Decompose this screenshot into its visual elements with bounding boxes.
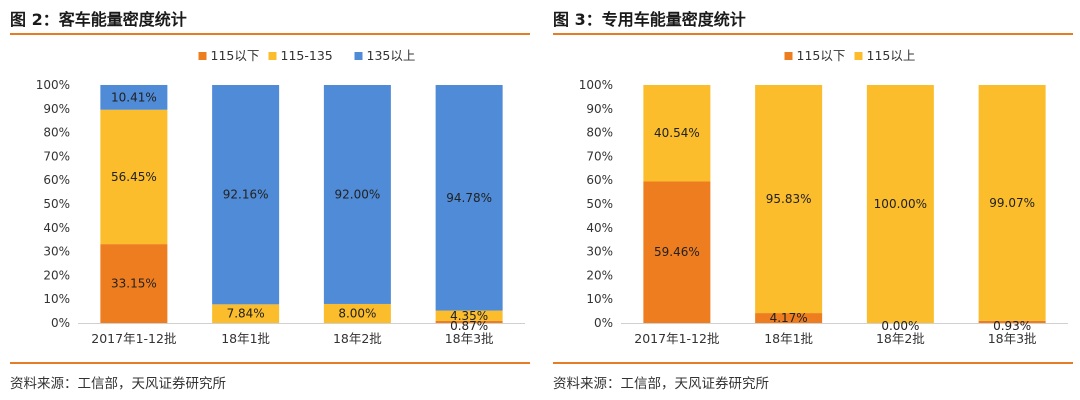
legend-label: 115-135 — [281, 48, 333, 63]
x-tick-label: 18年1批 — [221, 331, 270, 346]
data-label: 0.00% — [881, 319, 919, 333]
legend-item: 115以上 — [854, 48, 916, 63]
footer-rule — [553, 362, 1073, 364]
footer-rule — [10, 362, 530, 364]
data-label: 33.15% — [111, 277, 157, 291]
bar-segment — [866, 85, 934, 323]
data-label: 4.17% — [770, 311, 808, 325]
data-label: 95.83% — [766, 192, 812, 206]
x-tick-label: 18年1批 — [764, 331, 813, 346]
source-note: 资料来源：工信部，天风证券研究所 — [10, 376, 226, 392]
legend-item: 115-135 — [268, 48, 333, 63]
data-label: 0.87% — [450, 319, 488, 333]
x-tick-label: 2017年1-12批 — [634, 331, 719, 346]
legend-label: 115以下 — [797, 48, 846, 63]
source-note: 资料来源：工信部，天风证券研究所 — [553, 376, 769, 392]
y-tick-label: 80% — [43, 126, 70, 140]
legend-swatch — [198, 52, 207, 60]
y-tick-label: 0% — [51, 316, 70, 330]
y-tick-label: 10% — [586, 292, 613, 306]
data-label: 56.45% — [111, 170, 157, 184]
y-tick-label: 30% — [43, 245, 70, 259]
legend-label: 115以下 — [211, 48, 260, 63]
y-tick-label: 20% — [43, 268, 70, 282]
bar-segment — [435, 320, 503, 323]
legend-swatch — [784, 52, 793, 60]
x-tick-label: 18年3批 — [445, 331, 494, 346]
data-label: 40.54% — [654, 126, 700, 140]
y-tick-label: 20% — [586, 268, 613, 282]
bar-segment — [212, 85, 280, 305]
data-label: 92.16% — [223, 188, 269, 202]
chart-panel-special-vehicle: 图 3：专用车能量密度统计 115以下 115以上 0% 10% 20% 30% 40% 50… — [553, 0, 1073, 400]
y-tick-label: 50% — [586, 197, 613, 211]
legend-label: 115以上 — [867, 48, 916, 63]
bar-segment — [435, 310, 503, 321]
legend-item: 135以上 — [354, 48, 416, 63]
y-tick-label: 50% — [43, 197, 70, 211]
bar-segment — [100, 84, 168, 110]
bar-segment — [755, 313, 823, 323]
data-label: 0.93% — [993, 319, 1031, 333]
bar-segment — [643, 181, 711, 323]
title-rule — [10, 33, 530, 35]
data-label: 59.46% — [654, 245, 700, 259]
stacked-bar-chart: 115以下 115以上 0% 10% 20% 30% 40% 50% 60% 70% 80% 90% 1… — [579, 48, 1068, 346]
data-label: 99.07% — [989, 196, 1035, 210]
legend-swatch — [268, 52, 277, 60]
legend-swatch — [854, 52, 863, 60]
bar-segment — [212, 304, 280, 323]
y-tick-label: 60% — [43, 173, 70, 187]
y-tick-label: 30% — [586, 245, 613, 259]
x-tick-label: 18年2批 — [333, 331, 382, 346]
y-tick-label: 90% — [586, 102, 613, 116]
y-tick-label: 100% — [36, 78, 70, 92]
legend-swatch — [354, 52, 363, 60]
bar-segment — [323, 303, 391, 323]
bar-segment — [755, 85, 823, 314]
bar-segment — [435, 85, 503, 311]
bar-segment — [100, 244, 168, 323]
bar-segment — [100, 109, 168, 245]
x-tick-label: 2017年1-12批 — [91, 331, 176, 346]
y-tick-label: 60% — [586, 173, 613, 187]
data-label: 92.00% — [334, 187, 380, 201]
chart-title: 图 2：客车能量密度统计 — [10, 10, 187, 29]
y-tick-label: 40% — [586, 221, 613, 235]
data-label: 7.84% — [227, 307, 265, 321]
x-tick-label: 18年3批 — [988, 331, 1037, 346]
x-tick-label: 18年2批 — [876, 331, 925, 346]
y-tick-label: 90% — [43, 102, 70, 116]
y-tick-label: 70% — [43, 149, 70, 163]
y-tick-label: 10% — [43, 292, 70, 306]
bar-segment — [643, 85, 711, 182]
y-tick-label: 100% — [579, 78, 613, 92]
legend-item: 115以下 — [198, 48, 260, 63]
y-tick-label: 40% — [43, 221, 70, 235]
title-rule — [553, 33, 1073, 35]
data-label: 100.00% — [874, 197, 927, 211]
bar-segment — [978, 320, 1046, 323]
data-label: 10.41% — [111, 90, 157, 104]
data-label: 8.00% — [338, 306, 376, 320]
stacked-bar-chart: 115以下 115-135 135以上 0% 10% 20% 30% 40% 50% 60% 70%… — [36, 48, 525, 346]
legend-item: 115以下 — [784, 48, 846, 63]
chart-panel-bus: 图 2：客车能量密度统计 115以下 115-135 135以上 0% 10% 20% 30… — [10, 0, 530, 400]
data-label: 4.35% — [450, 309, 488, 323]
data-label: 94.78% — [446, 191, 492, 205]
bar-segment — [978, 85, 1046, 321]
y-tick-label: 0% — [594, 316, 613, 330]
bar-segment — [323, 85, 391, 304]
y-tick-label: 80% — [586, 126, 613, 140]
chart-title: 图 3：专用车能量密度统计 — [553, 10, 746, 29]
y-tick-label: 70% — [586, 149, 613, 163]
legend-label: 135以上 — [367, 48, 416, 63]
